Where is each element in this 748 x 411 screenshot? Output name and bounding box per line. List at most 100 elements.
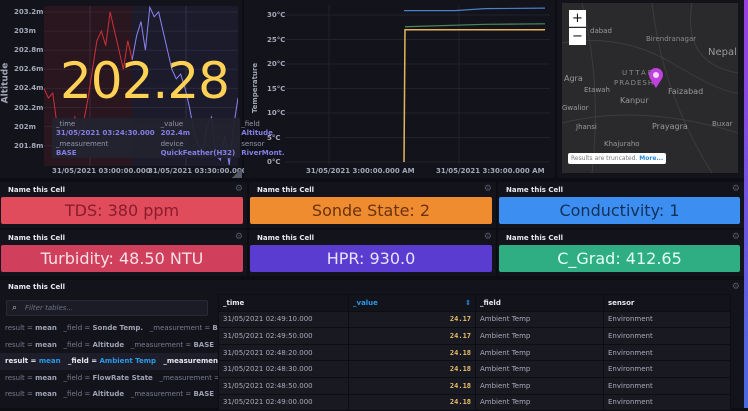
table-cell: Ambient Temp bbox=[475, 327, 604, 345]
truncated-notice: Results are truncated. More... bbox=[568, 153, 667, 164]
y-tick: 202.2m bbox=[14, 103, 44, 112]
table-cell: 31/05/2021 02:48:50.000 bbox=[218, 376, 349, 395]
table-cell: 24.18 bbox=[348, 376, 476, 395]
table-list-item[interactable]: result = mean _field = FlowRate State _m… bbox=[5, 373, 220, 382]
map-label: dabad bbox=[590, 27, 612, 35]
y-tick: 203.2m bbox=[14, 8, 44, 16]
table-list-item[interactable]: result = mean _field = Altitude _measure… bbox=[5, 340, 215, 349]
x-tick: 31/05/2021 3:30:00.000 AM bbox=[436, 167, 545, 175]
altitude-current-line bbox=[131, 6, 238, 165]
table-cell: 24.17 bbox=[348, 327, 476, 345]
table-cell: 24.18 bbox=[348, 360, 476, 378]
gear-icon[interactable]: ⚙ bbox=[731, 184, 740, 194]
location-marker-icon[interactable] bbox=[648, 67, 664, 89]
truncated-text: Results are truncated. bbox=[571, 155, 638, 162]
map-label: Buxar bbox=[712, 120, 733, 128]
hover-tooltip: _time 31/05/2021 03:24:30.000 _value 202.4… bbox=[52, 118, 285, 158]
table-row: 31/05/2021 02:49:10.000 24.17 Ambient Temp… bbox=[218, 310, 731, 329]
tooltip-col: device QuickFeather(H32) bbox=[160, 140, 236, 157]
table-list-item[interactable]: result = mean _field = Ambient Temp _mea… bbox=[0, 353, 220, 370]
column-header-value[interactable]: _value ⇕ bbox=[348, 294, 476, 312]
map[interactable]: dabad Birendranagar Nepal UTTAR PRADESH … bbox=[562, 3, 738, 173]
field-value: Altitude bbox=[92, 390, 125, 399]
table-cell: 31/05/2021 02:48:20.000 bbox=[218, 343, 349, 362]
map-label: UTTAR bbox=[622, 69, 655, 77]
table-cell: 31/05/2021 02:49:00.000 bbox=[218, 393, 349, 411]
resize-handle[interactable] bbox=[232, 168, 242, 178]
table-row: 31/05/2021 02:49:50.000 24.17 Ambient Temp… bbox=[218, 327, 731, 345]
temperature-chart bbox=[285, 5, 550, 165]
x-tick: 31/05/2021 03:00:00.000 bbox=[52, 167, 151, 175]
gear-icon[interactable]: ⚙ bbox=[731, 232, 740, 242]
temperature-panel: Temperature 30°C 25°C 20°C 15°C 10°C 5°C 0°C 3… bbox=[244, 0, 555, 178]
gear-icon[interactable]: ⚙ bbox=[731, 282, 740, 292]
y-tick: 202.8m bbox=[14, 46, 44, 55]
stat-value: Sonde State: 2 bbox=[250, 197, 492, 224]
table-row: 31/05/2021 02:49:00.000 24.18 Ambient Temp… bbox=[218, 393, 731, 411]
stat-cell: Name this Cell ⚙ Sonde State: 2 bbox=[249, 182, 496, 228]
stat-value: C_Grad: 412.65 bbox=[499, 245, 740, 272]
stat-value: HPR: 930.0 bbox=[250, 245, 492, 272]
map-label: Birendranagar bbox=[646, 35, 697, 43]
altitude-axis-label: Altitude bbox=[0, 62, 11, 104]
sort-icon[interactable]: ⇕ bbox=[465, 298, 471, 307]
filter-tables-input[interactable]: ⌕ Filter tables... bbox=[6, 300, 208, 316]
more-link[interactable]: More... bbox=[639, 155, 664, 162]
table-cell: Environment bbox=[603, 343, 731, 362]
column-header-time[interactable]: _time bbox=[218, 294, 349, 312]
temp-series-line bbox=[403, 28, 545, 163]
map-roads bbox=[562, 3, 738, 173]
gear-icon[interactable]: ⚙ bbox=[234, 184, 243, 194]
measurement-value: BASE bbox=[212, 324, 220, 332]
map-label: Kanpur bbox=[620, 96, 649, 105]
tooltip-col: _measurement BASE bbox=[56, 140, 109, 157]
y-tick: 5°C bbox=[267, 133, 281, 142]
measurement-value: BASE bbox=[193, 390, 215, 399]
field-value: FlowRate State bbox=[92, 373, 153, 382]
table-cell: Ambient Temp bbox=[475, 343, 604, 362]
tooltip-col: _time 31/05/2021 03:24:30.000 bbox=[56, 120, 155, 137]
cell-title: Name this Cell bbox=[506, 234, 564, 242]
map-label: Nepal bbox=[708, 47, 737, 58]
y-tick: 15°C bbox=[267, 84, 286, 93]
result-value: mean bbox=[35, 340, 57, 349]
zoom-out-button[interactable]: − bbox=[569, 28, 586, 45]
table-cell: 24.18 bbox=[348, 343, 476, 362]
scrollbar[interactable] bbox=[744, 0, 748, 408]
gear-icon[interactable]: ⚙ bbox=[483, 232, 492, 242]
cell-title: Name this Cell bbox=[8, 186, 66, 194]
table-list-item[interactable]: result = mean _field = Sonde Temp. _meas… bbox=[0, 320, 220, 337]
map-label: Khajuraho bbox=[604, 140, 640, 148]
table-cell: Ambient Temp bbox=[475, 310, 604, 329]
table-list-item[interactable]: result = mean _field = Altitude _measure… bbox=[5, 390, 215, 399]
table-cell: Environment bbox=[603, 393, 731, 411]
field-value: Ambient Temp bbox=[99, 357, 157, 366]
stat-cell: Name this Cell ⚙ Turbidity: 48.50 NTU bbox=[0, 230, 247, 276]
x-tick: 31/05/2021 3:00:00.000 AM bbox=[306, 167, 415, 175]
y-tick: 203m bbox=[14, 27, 36, 36]
table-cell: Environment bbox=[603, 360, 731, 378]
result-value: mean bbox=[35, 390, 57, 399]
stat-cell: Name this Cell ⚙ TDS: 380 ppm bbox=[0, 182, 247, 228]
map-label: Etawah bbox=[584, 86, 610, 94]
map-label: Prayagra bbox=[652, 122, 688, 131]
stat-cell: Name this Cell ⚙ C_Grad: 412.65 bbox=[498, 230, 744, 276]
result-value: mean bbox=[35, 373, 57, 382]
table-cell: Environment bbox=[603, 327, 731, 345]
big-value: 202.28 bbox=[60, 52, 230, 110]
cell-title: Name this Cell bbox=[506, 186, 564, 194]
column-header-field[interactable]: _field bbox=[475, 294, 604, 312]
y-tick: 0°C bbox=[267, 158, 281, 166]
table-cell: Environment bbox=[603, 376, 731, 395]
column-header-sensor[interactable]: sensor bbox=[603, 294, 731, 312]
table-cell: Ambient Temp bbox=[475, 376, 604, 395]
map-label: Jhansi bbox=[576, 123, 597, 131]
gear-icon[interactable]: ⚙ bbox=[483, 184, 492, 194]
gear-icon[interactable]: ⚙ bbox=[234, 232, 243, 242]
map-label: Gwalior bbox=[562, 104, 589, 112]
cell-title: Name this Cell bbox=[257, 234, 315, 242]
cell-title: Name this Cell bbox=[8, 234, 66, 242]
table-cell: 24.18 bbox=[348, 393, 476, 411]
zoom-in-button[interactable]: + bbox=[569, 10, 586, 27]
cell-title: Name this Cell bbox=[8, 283, 66, 291]
